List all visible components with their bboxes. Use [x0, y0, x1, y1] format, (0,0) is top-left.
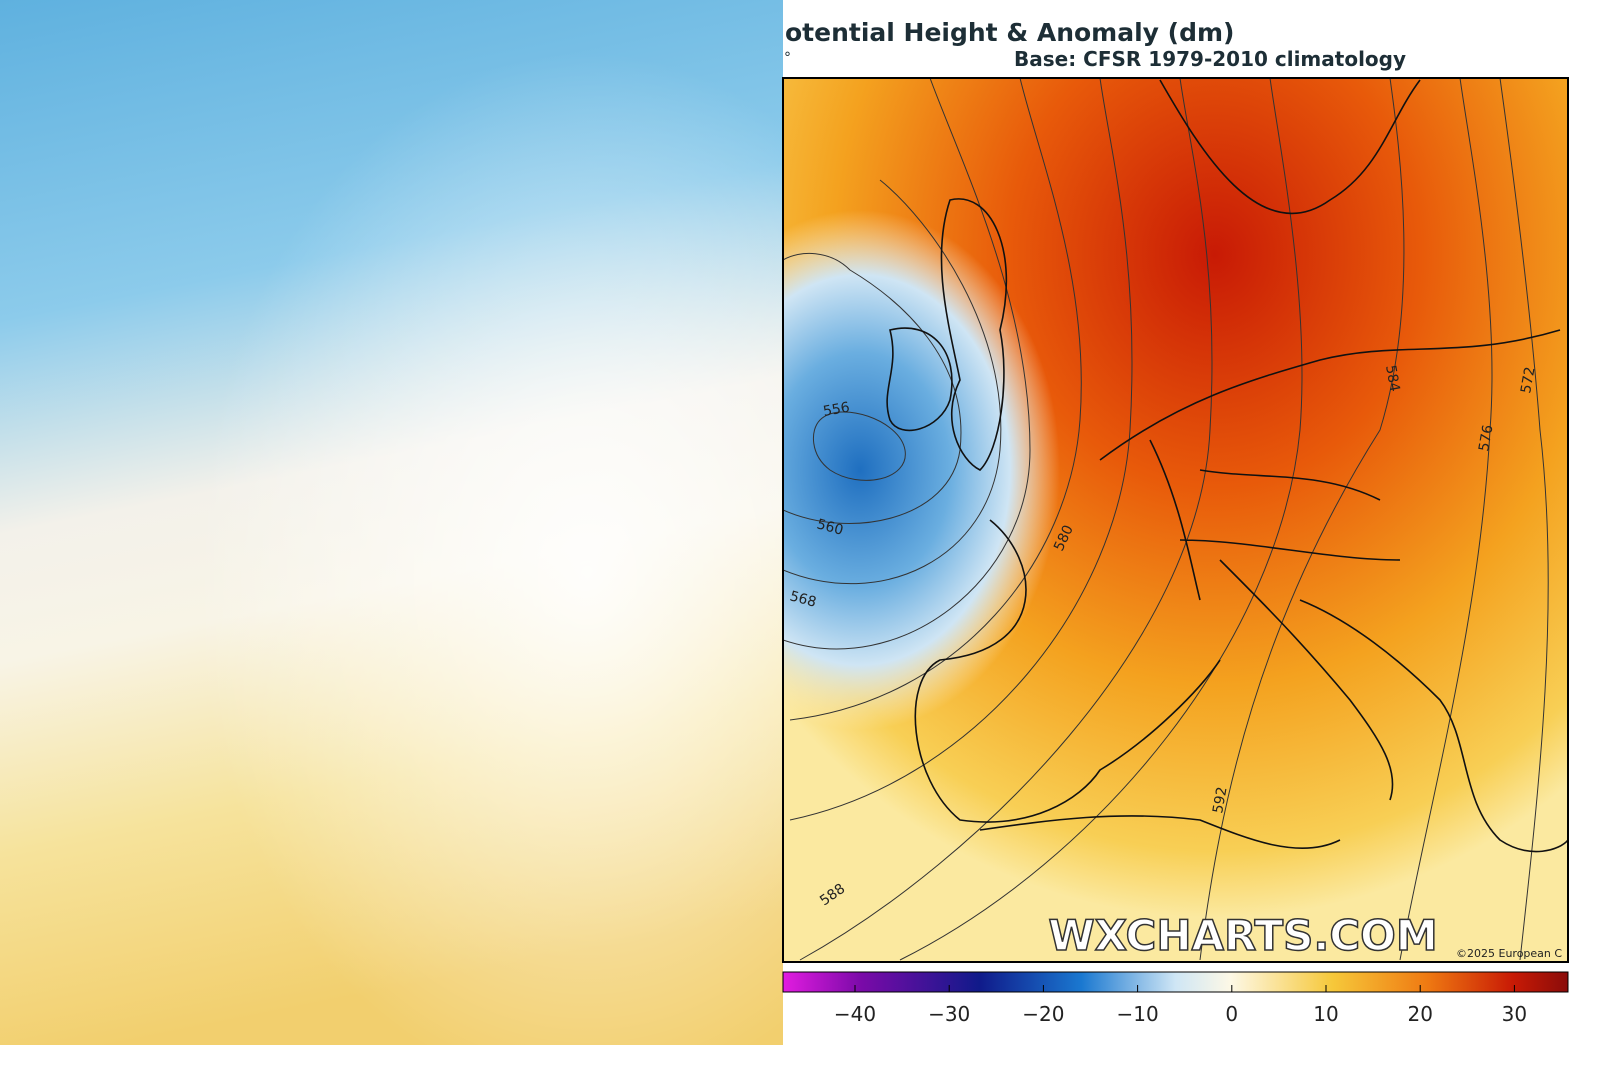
colorbar-tick-label: 10: [1313, 1002, 1338, 1026]
colorbar-tick-label: −40: [834, 1002, 876, 1026]
title: otential Height & Anomaly (dm): [785, 18, 1234, 47]
cloud: [0, 0, 783, 1045]
colorbar-tick-label: 0: [1225, 1002, 1238, 1026]
colorbar-tick-label: −20: [1022, 1002, 1064, 1026]
coastlines: [886, 79, 1568, 853]
colorbar-tick-label: 20: [1407, 1002, 1432, 1026]
contour-label: 572: [1518, 366, 1538, 395]
map: [783, 78, 1568, 962]
degree-mark: °: [784, 50, 791, 66]
subtitle: Base: CFSR 1979-2010 climatology: [1014, 47, 1406, 71]
copyright: ©2025 European C: [1456, 947, 1562, 960]
colorbar-tick-label: −30: [928, 1002, 970, 1026]
watermark: WXCHARTS.COM: [1048, 911, 1437, 960]
contour-label: 592: [1210, 786, 1230, 815]
contour-label: 568: [788, 588, 818, 610]
contour-label: 576: [1476, 424, 1496, 453]
map-frame: [782, 77, 1569, 963]
colorbar-tick-label: −10: [1116, 1002, 1158, 1026]
contour-label: 584: [1382, 364, 1402, 393]
colorbar: [782, 971, 1569, 993]
colorbar-tick-label: 30: [1502, 1002, 1527, 1026]
low-anomaly: [783, 210, 1060, 730]
contours: [783, 78, 1549, 961]
contour-label: 556: [822, 400, 851, 420]
colorbar-ticks: −40 −30 −20 −10 0 10 20 30: [834, 985, 1527, 1026]
contour-label: 560: [815, 516, 845, 538]
